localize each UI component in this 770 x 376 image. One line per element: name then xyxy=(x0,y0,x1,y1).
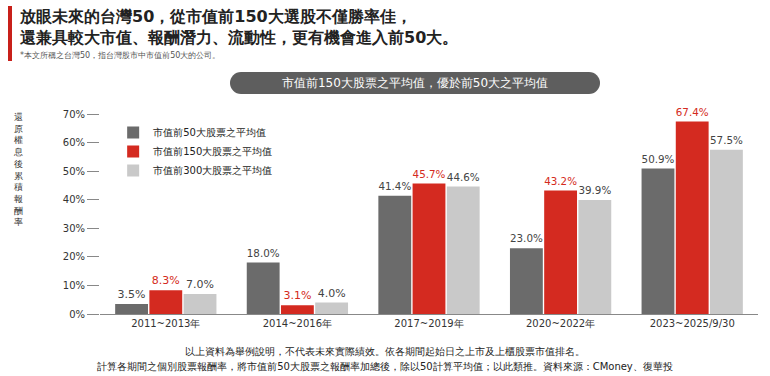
svg-text:市值前150大股票之平均值: 市值前150大股票之平均值 xyxy=(153,146,272,157)
svg-text:2023~2025/9/30: 2023~2025/9/30 xyxy=(650,318,735,329)
svg-text:2020~2022年: 2020~2022年 xyxy=(526,318,595,329)
html-text:以上資料為舉例說明，不代表未來實際績效。依各期間起始日之上市: 以上資料為舉例說明，不代表未來實際績效。依各期間起始日之上市及上櫃股票市值排名。 xyxy=(185,346,585,357)
svg-text:20%: 20% xyxy=(63,251,85,262)
svg-text:3.5%: 3.5% xyxy=(118,288,146,301)
svg-text:70%: 70% xyxy=(63,109,85,120)
svg-text:50.9%: 50.9% xyxy=(642,153,675,165)
svg-text:39.9%: 39.9% xyxy=(578,184,611,196)
svg-text:43.2%: 43.2% xyxy=(544,175,577,187)
html-text:計算各期間之個別股票報酬率，將市值前50大股票之報酬率加總後: 計算各期間之個別股票報酬率，將市值前50大股票之報酬率加總後，除以50計算平均值… xyxy=(97,361,673,372)
svg-text:7.0%: 7.0% xyxy=(186,278,214,291)
svg-text:23.0%: 23.0% xyxy=(510,232,543,244)
svg-text:30%: 30% xyxy=(63,223,85,234)
svg-text:45.7%: 45.7% xyxy=(413,168,446,180)
svg-text:18.0%: 18.0% xyxy=(247,247,280,259)
svg-text:還原權息後累積報酬率: 還原權息後累積報酬率 xyxy=(13,112,23,227)
svg-text:2017~2019年: 2017~2019年 xyxy=(394,318,463,329)
svg-text:0%: 0% xyxy=(69,309,85,320)
svg-text:2011~2013年: 2011~2013年 xyxy=(131,318,200,329)
html-text:*本文所稱之台灣50，指台灣股市中市值前50大的公司。: *本文所稱之台灣50，指台灣股市中市值前50大的公司。 xyxy=(20,51,221,60)
svg-text:市值前50大股票之平均值: 市值前50大股票之平均值 xyxy=(153,127,266,138)
svg-text:3.1%: 3.1% xyxy=(283,289,311,302)
svg-text:40%: 40% xyxy=(63,194,85,205)
svg-text:2014~2016年: 2014~2016年 xyxy=(263,318,332,329)
svg-text:市值前300大股票之平均值: 市值前300大股票之平均值 xyxy=(153,165,272,176)
svg-text:41.4%: 41.4% xyxy=(378,180,411,192)
html-text:還兼具較大市值、報酬潛力、流動性，更有機會進入前50大。: 還兼具較大市值、報酬潛力、流動性，更有機會進入前50大。 xyxy=(20,28,459,47)
svg-text:50%: 50% xyxy=(63,166,85,177)
svg-text:60%: 60% xyxy=(63,137,85,148)
svg-text:10%: 10% xyxy=(63,280,85,291)
svg-text:67.4%: 67.4% xyxy=(676,106,709,118)
svg-text:44.6%: 44.6% xyxy=(447,171,480,183)
html-text:放眼未來的台灣50，從市值前150大選股不僅勝率佳，: 放眼未來的台灣50，從市值前150大選股不僅勝率佳， xyxy=(20,7,412,26)
svg-text:8.3%: 8.3% xyxy=(152,274,180,287)
svg-text:4.0%: 4.0% xyxy=(318,287,346,300)
html-text:市值前150大股票之平均值，優於前50大之平均值: 市值前150大股票之平均值，優於前50大之平均值 xyxy=(281,76,549,90)
svg-text:57.5%: 57.5% xyxy=(710,134,743,146)
